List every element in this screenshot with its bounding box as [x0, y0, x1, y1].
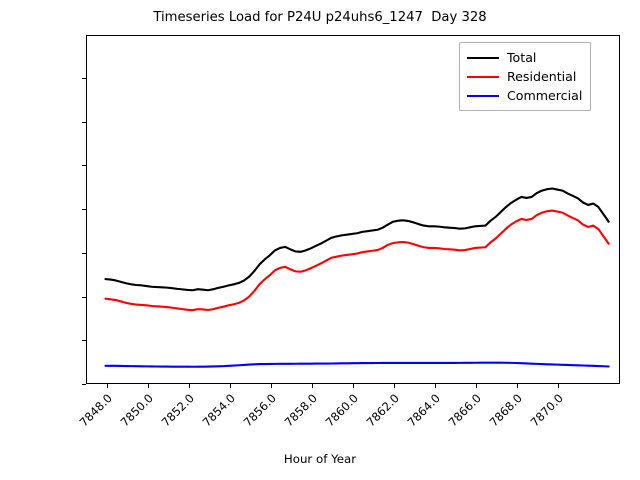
x-tick-mark: [106, 384, 108, 388]
x-tick-label: 7852.0: [158, 391, 197, 430]
chart-legend: Total Residential Commercial: [459, 42, 592, 111]
legend-swatch-total: [467, 56, 499, 59]
legend-swatch-residential: [467, 75, 499, 78]
x-tick-label: 7866.0: [445, 391, 485, 430]
legend-item-commercial[interactable]: Commercial: [467, 86, 582, 105]
x-axis-label: Hour of Year: [283, 452, 357, 466]
x-tick-label: 7864.0: [404, 391, 444, 430]
chart-title: Timeseries Load for P24U p24uhs6_1247 Da…: [153, 10, 487, 25]
legend-label: Commercial: [507, 88, 583, 103]
y-tick-mark: [82, 252, 86, 254]
legend-swatch-commercial: [467, 94, 499, 97]
y-tick-mark: [82, 384, 86, 385]
x-tick-label: 7862.0: [363, 391, 402, 430]
x-tick-mark: [147, 384, 149, 388]
x-tick-label: 7848.0: [76, 391, 115, 430]
series-line-commercial: [104, 361, 610, 368]
x-tick-label: 7854.0: [199, 391, 238, 430]
y-tick-mark: [82, 78, 86, 80]
x-tick-mark: [353, 384, 354, 388]
legend-label: Total: [507, 50, 537, 65]
x-tick-mark: [517, 384, 519, 388]
x-tick-mark: [394, 384, 396, 388]
legend-item-total[interactable]: Total: [467, 48, 582, 67]
x-tick-label: 7868.0: [486, 391, 526, 430]
y-tick-mark: [82, 296, 86, 298]
x-tick-mark: [311, 384, 313, 388]
x-tick-label: 7870.0: [527, 391, 567, 430]
x-tick-mark: [188, 384, 190, 388]
y-tick-mark: [82, 121, 86, 123]
x-tick-mark: [270, 384, 272, 388]
x-tick-mark: [229, 384, 231, 388]
y-tick-mark: [82, 209, 86, 211]
x-tick-label: 7856.0: [240, 391, 279, 430]
legend-item-residential[interactable]: Residential: [467, 67, 582, 86]
legend-label: Residential: [507, 69, 577, 84]
x-tick-mark: [476, 384, 478, 388]
x-tick-mark: [435, 384, 437, 388]
y-tick-mark: [82, 165, 86, 167]
x-tick-label: 7850.0: [117, 391, 156, 430]
series-lines: [104, 187, 610, 368]
series-line-residential: [104, 209, 610, 312]
x-tick-label: 7858.0: [281, 391, 320, 430]
y-tick-mark: [82, 340, 86, 342]
x-tick-label: 7860.0: [322, 391, 361, 430]
series-line-total: [104, 187, 610, 292]
x-tick-mark: [558, 384, 560, 388]
